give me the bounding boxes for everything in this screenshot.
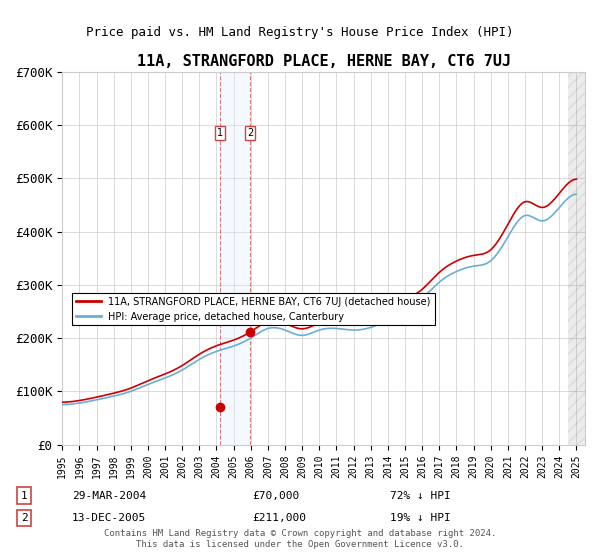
Text: 2: 2 (20, 513, 28, 523)
Text: £70,000: £70,000 (252, 491, 299, 501)
Text: 2: 2 (247, 128, 253, 138)
Text: Price paid vs. HM Land Registry's House Price Index (HPI): Price paid vs. HM Land Registry's House … (86, 26, 514, 39)
Text: Contains HM Land Registry data © Crown copyright and database right 2024.
This d: Contains HM Land Registry data © Crown c… (104, 529, 496, 549)
Text: 13-DEC-2005: 13-DEC-2005 (72, 513, 146, 523)
Text: £211,000: £211,000 (252, 513, 306, 523)
Text: 1: 1 (20, 491, 28, 501)
Title: 11A, STRANGFORD PLACE, HERNE BAY, CT6 7UJ: 11A, STRANGFORD PLACE, HERNE BAY, CT6 7U… (137, 54, 511, 69)
Text: 29-MAR-2004: 29-MAR-2004 (72, 491, 146, 501)
Legend: 11A, STRANGFORD PLACE, HERNE BAY, CT6 7UJ (detached house), HPI: Average price, : 11A, STRANGFORD PLACE, HERNE BAY, CT6 7U… (73, 293, 434, 325)
Text: 72% ↓ HPI: 72% ↓ HPI (390, 491, 451, 501)
Bar (220, 72, 250, 445)
Text: 1: 1 (217, 128, 223, 138)
Text: 19% ↓ HPI: 19% ↓ HPI (390, 513, 451, 523)
